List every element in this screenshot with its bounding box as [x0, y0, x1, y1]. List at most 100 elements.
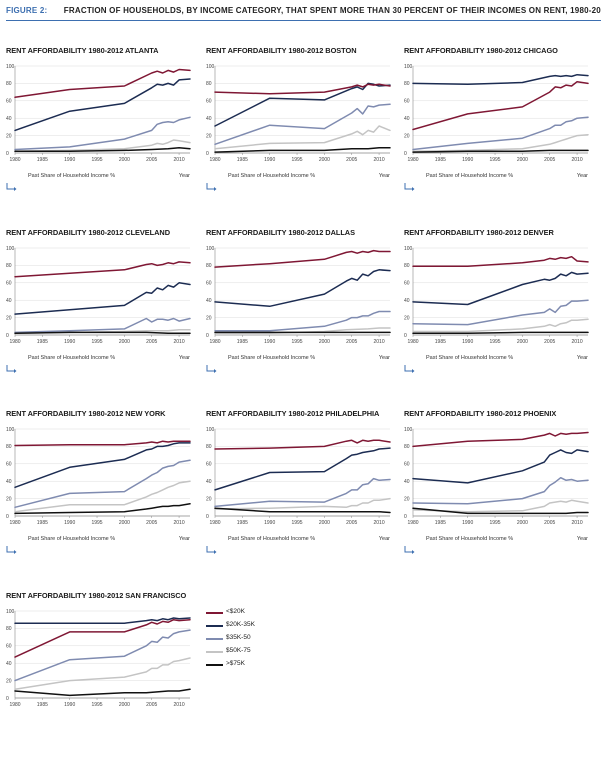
y-tick-label: 80 — [6, 626, 12, 632]
legend-label: $20K-35K — [226, 621, 255, 628]
series-line-35k-50 — [412, 299, 589, 326]
small-multiples-grid: RENT AFFORDABILITY 1980-2012 ATLANTA 0 20 4… — [6, 46, 592, 708]
x-tick-label: 1995 — [489, 339, 500, 345]
series-line-35k-50 — [412, 476, 589, 505]
y-tick-label: 20 — [404, 496, 410, 502]
x-axis-caption: Past Share of Household Income % — [28, 173, 116, 179]
series-line-20k-35k — [412, 73, 589, 86]
x-axis-caption: Past Share of Household Income % — [228, 536, 316, 542]
series-line-lt-20k — [214, 439, 391, 450]
chart-panel-atlanta: RENT AFFORDABILITY 1980-2012 ATLANTA 0 20 4… — [6, 46, 194, 216]
y-tick-label: 80 — [6, 263, 12, 269]
y-tick-label: 80 — [404, 81, 410, 87]
series-line-gt-75k — [412, 149, 589, 153]
chart-panel-cleveland: RENT AFFORDABILITY 1980-2012 CLEVELAND 0 2… — [6, 228, 194, 398]
chart-title: RENT AFFORDABILITY 1980-2012 SAN FRANCIS… — [6, 591, 187, 600]
y-tick-label: 40 — [404, 116, 410, 122]
x-axis-caption: Past Share of Household Income % — [28, 536, 116, 542]
x-tick-label: 1990 — [462, 520, 473, 526]
x-tick-label: 2000 — [119, 520, 130, 526]
x-tick-label: 2000 — [319, 157, 330, 163]
chart-title: RENT AFFORDABILITY 1980-2012 ATLANTA — [6, 46, 159, 55]
chart-plot-boston: 0 20 40 60 80 100 1980 1985 1990 1995 2000 2005 2010 — [206, 64, 391, 163]
corner-arrow-icon — [6, 365, 17, 373]
series-line-50k-75 — [214, 125, 391, 150]
legend-swatch — [206, 612, 223, 614]
y-tick-label: 20 — [6, 678, 12, 684]
y-tick-label: 0 — [404, 514, 407, 520]
y-tick-label: 40 — [6, 298, 12, 304]
y-tick-label: 100 — [6, 609, 15, 615]
year-caption: Year — [378, 536, 390, 542]
chart-plot-new-york: 0 20 40 60 80 100 1980 1985 1990 1995 2000 2005 2010 — [6, 427, 191, 526]
x-tick-label: 2000 — [119, 339, 130, 345]
series-line-20k-35k — [214, 82, 391, 127]
x-tick-label: 2010 — [174, 339, 185, 345]
x-tick-label: 1980 — [9, 702, 20, 708]
x-tick-label: 1990 — [264, 339, 275, 345]
legend-label: $35K-50 — [226, 634, 251, 641]
legend-swatch — [206, 638, 223, 640]
series-line-lt-20k — [14, 440, 191, 447]
y-tick-label: 40 — [206, 479, 212, 485]
x-tick-label: 2005 — [146, 339, 157, 345]
x-tick-label: 1990 — [462, 339, 473, 345]
x-tick-label: 1980 — [407, 157, 418, 163]
x-tick-label: 1990 — [264, 157, 275, 163]
x-tick-label: 2005 — [346, 339, 357, 345]
corner-arrow-icon — [404, 183, 415, 191]
series-line-35k-50 — [214, 310, 391, 332]
legend-label: $50K-75 — [226, 647, 251, 654]
y-tick-label: 0 — [6, 333, 9, 339]
chart-title: RENT AFFORDABILITY 1980-2012 CHICAGO — [404, 46, 558, 55]
y-tick-label: 20 — [6, 496, 12, 502]
series-line-lt-20k — [14, 261, 191, 278]
chart-title: RENT AFFORDABILITY 1980-2012 PHILADELPHI… — [206, 409, 380, 418]
y-tick-label: 20 — [206, 496, 212, 502]
x-tick-label: 1985 — [435, 339, 446, 345]
x-tick-label: 1990 — [64, 157, 75, 163]
legend: <$20K $20K-35K $35K-50 $50K-75 >$75K — [206, 608, 326, 673]
y-tick-label: 80 — [206, 444, 212, 450]
series-line-gt-75k — [14, 688, 191, 697]
chart-plot-dallas: 0 20 40 60 80 100 1980 1985 1990 1995 2000 2005 2010 — [206, 246, 391, 345]
y-tick-label: 0 — [6, 514, 9, 520]
x-tick-label: 2010 — [174, 157, 185, 163]
x-tick-label: 1980 — [407, 520, 418, 526]
series-line-35k-50 — [14, 459, 191, 509]
y-tick-label: 100 — [206, 64, 215, 70]
series-line-20k-35k — [14, 282, 191, 315]
y-tick-label: 100 — [6, 64, 15, 70]
x-tick-label: 2000 — [517, 339, 528, 345]
y-tick-label: 100 — [404, 427, 413, 433]
corner-arrow-icon — [6, 546, 17, 554]
x-tick-label: 1995 — [91, 339, 102, 345]
series-line-gt-75k — [14, 331, 191, 335]
series-line-35k-50 — [14, 317, 191, 334]
x-tick-label: 1980 — [209, 339, 220, 345]
x-tick-label: 1995 — [91, 157, 102, 163]
series-line-gt-75k — [14, 503, 191, 515]
chart-footer: Past Share of Household Income % Year — [6, 170, 194, 191]
x-tick-label: 1980 — [9, 157, 20, 163]
chart-title: RENT AFFORDABILITY 1980-2012 NEW YORK — [6, 409, 166, 418]
chart-footer: Past Share of Household Income % Year — [404, 533, 592, 554]
x-tick-label: 1985 — [435, 157, 446, 163]
series-line-lt-20k — [14, 618, 191, 658]
x-tick-label: 2000 — [319, 339, 330, 345]
series-line-gt-75k — [412, 331, 589, 335]
series-line-35k-50 — [14, 629, 191, 682]
chart-plot-san-francisco: 0 20 40 60 80 100 1980 1985 1990 1995 2000 2005 2010 — [6, 609, 191, 708]
y-tick-label: 0 — [6, 696, 9, 702]
chart-panel-new-york: RENT AFFORDABILITY 1980-2012 NEW YORK 0 20… — [6, 409, 194, 579]
y-tick-label: 100 — [6, 246, 15, 252]
chart-plot-cleveland: 0 20 40 60 80 100 1980 1985 1990 1995 2000 2005 2010 — [6, 246, 191, 345]
x-tick-label: 1995 — [489, 157, 500, 163]
series-line-20k-35k — [412, 271, 589, 306]
x-tick-label: 2010 — [374, 520, 385, 526]
y-tick-label: 60 — [404, 462, 410, 468]
chart-panel-denver: RENT AFFORDABILITY 1980-2012 DENVER 0 20 40… — [404, 228, 592, 398]
chart-panel-dallas: RENT AFFORDABILITY 1980-2012 DALLAS 0 20 40… — [206, 228, 394, 398]
x-axis-caption: Past Share of Household Income % — [426, 536, 514, 542]
x-tick-label: 1980 — [407, 339, 418, 345]
